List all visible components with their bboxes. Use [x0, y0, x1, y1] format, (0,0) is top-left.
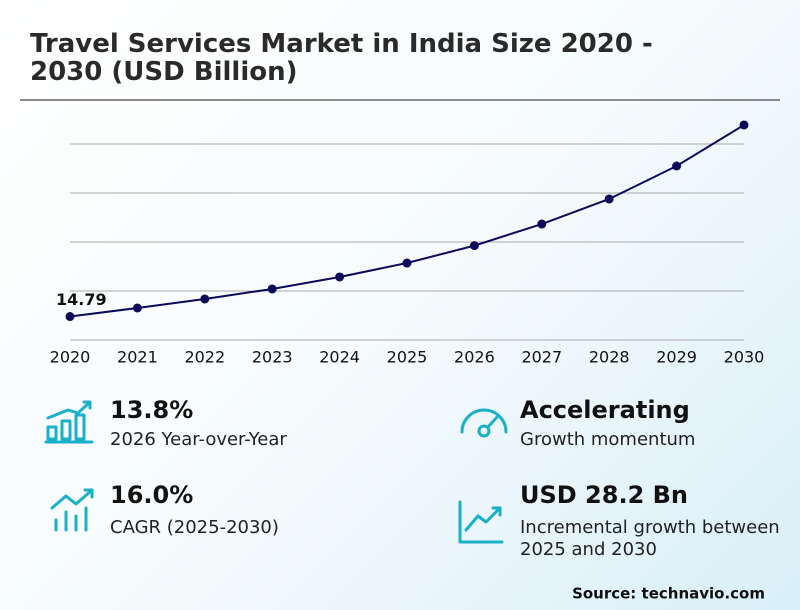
point	[200, 294, 210, 304]
x-tick-label: 2025	[387, 348, 428, 367]
stat-label: CAGR (2025-2030)	[110, 517, 279, 538]
stat-label: 2026 Year-over-Year	[110, 429, 287, 450]
stat-value: Accelerating	[520, 396, 690, 424]
point	[469, 241, 479, 251]
point	[65, 312, 75, 322]
point	[402, 258, 412, 268]
chart-title: Travel Services Market in India Size 202…	[30, 29, 653, 87]
stat-value: 16.0%	[110, 481, 193, 509]
point	[672, 161, 682, 171]
x-tick-label: 2022	[184, 348, 225, 367]
point	[604, 194, 614, 204]
point	[739, 120, 749, 130]
point	[537, 219, 547, 229]
cagr-icon	[50, 488, 94, 532]
x-tick-label: 2020	[50, 348, 91, 367]
source: Source: technavio.com	[572, 585, 765, 603]
stat-label: Growth momentum	[520, 429, 695, 450]
x-tick-label: 2021	[117, 348, 158, 367]
point	[267, 284, 277, 294]
x-tick-label: 2028	[589, 348, 630, 367]
x-tick-label: 2027	[521, 348, 562, 367]
stat-label: Incremental growth between 2025 and 2030	[520, 517, 780, 560]
point	[132, 303, 142, 313]
stat-value: USD 28.2 Bn	[520, 481, 688, 509]
point	[335, 272, 345, 282]
gauge-icon	[460, 408, 508, 438]
x-tick-label: 2023	[252, 348, 293, 367]
line	[69, 124, 745, 318]
stat-value: 13.8%	[110, 396, 193, 424]
x-tick-label: 2024	[319, 348, 360, 367]
data-label: 14.79	[56, 290, 107, 309]
x-tick-label: 2029	[656, 348, 697, 367]
bar-icon	[44, 400, 94, 444]
x-tick-label: 2030	[724, 348, 765, 367]
growth-icon	[458, 500, 504, 544]
x-tick-label: 2026	[454, 348, 495, 367]
